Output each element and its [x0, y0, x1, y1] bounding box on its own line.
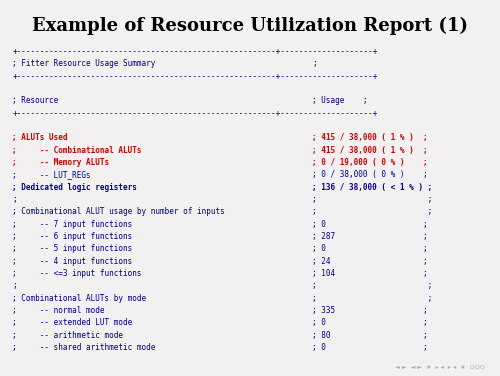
Text: +--------------------------------------------------------+--------------------+: +---------------------------------------…: [12, 47, 378, 56]
Text: ;     -- Memory ALUTs: ; -- Memory ALUTs: [12, 158, 110, 167]
Text: ; 80                    ;: ; 80 ;: [312, 331, 428, 340]
Text: ; 0                     ;: ; 0 ;: [312, 318, 428, 327]
Text: Example of Resource Utilization Report (1): Example of Resource Utilization Report (…: [32, 17, 468, 35]
Text: ; 0                     ;: ; 0 ;: [312, 343, 428, 352]
Text: +--------------------------------------------------------+--------------------+: +---------------------------------------…: [12, 109, 378, 118]
Text: ; 0 / 19,000 ( 0 % )    ;: ; 0 / 19,000 ( 0 % ) ;: [312, 158, 428, 167]
Text: ;                        ;: ; ;: [312, 195, 433, 204]
Text: ; Fitter Resource Usage Summary: ; Fitter Resource Usage Summary: [12, 59, 156, 68]
Text: ;: ;: [312, 59, 317, 68]
Text: +--------------------------------------------------------+--------------------+: +---------------------------------------…: [12, 72, 378, 81]
Text: ;     -- extended LUT mode: ; -- extended LUT mode: [12, 318, 133, 327]
Text: ;                        ;: ; ;: [312, 207, 433, 216]
Text: ; 24                    ;: ; 24 ;: [312, 257, 428, 266]
Text: ◄ ►  ◄ ►  ★  ▸ ◂  ▸ ◂  ★  QQQ: ◄ ► ◄ ► ★ ▸ ◂ ▸ ◂ ★ QQQ: [395, 364, 485, 369]
Text: ; 0                     ;: ; 0 ;: [312, 244, 428, 253]
Text: ;     -- Combinational ALUTs: ; -- Combinational ALUTs: [12, 146, 142, 155]
Text: ;     -- 5 input functions: ; -- 5 input functions: [12, 244, 133, 253]
Text: ;     -- LUT_REGs: ; -- LUT_REGs: [12, 170, 91, 179]
Text: ; ALUTs Used: ; ALUTs Used: [12, 133, 68, 143]
Text: ; Usage    ;: ; Usage ;: [312, 96, 368, 105]
Text: ;     -- normal mode: ; -- normal mode: [12, 306, 105, 315]
Text: ;     -- 4 input functions: ; -- 4 input functions: [12, 257, 133, 266]
Text: ; 104                   ;: ; 104 ;: [312, 269, 428, 278]
Text: ;     -- 7 input functions: ; -- 7 input functions: [12, 220, 133, 229]
Text: ;     -- <=3 input functions: ; -- <=3 input functions: [12, 269, 142, 278]
Text: ; Combinational ALUTs by mode: ; Combinational ALUTs by mode: [12, 294, 146, 303]
Text: ;                        ;: ; ;: [312, 281, 433, 290]
Text: ;     -- arithmetic mode: ; -- arithmetic mode: [12, 331, 124, 340]
Text: ; 136 / 38,000 ( < 1 % ) ;: ; 136 / 38,000 ( < 1 % ) ;: [312, 183, 433, 192]
Text: ; 0 / 38,000 ( 0 % )    ;: ; 0 / 38,000 ( 0 % ) ;: [312, 170, 428, 179]
Text: ; Dedicated logic registers: ; Dedicated logic registers: [12, 183, 138, 192]
Text: ; Resource: ; Resource: [12, 96, 59, 105]
Text: ;: ;: [12, 195, 17, 204]
Text: ;     -- 6 input functions: ; -- 6 input functions: [12, 232, 133, 241]
Text: ;: ;: [12, 281, 17, 290]
Text: ;                        ;: ; ;: [312, 294, 433, 303]
Text: ; 415 / 38,000 ( 1 % )  ;: ; 415 / 38,000 ( 1 % ) ;: [312, 146, 428, 155]
Text: ; 0                     ;: ; 0 ;: [312, 220, 428, 229]
Text: ;     -- shared arithmetic mode: ; -- shared arithmetic mode: [12, 343, 156, 352]
Text: ; 415 / 38,000 ( 1 % )  ;: ; 415 / 38,000 ( 1 % ) ;: [312, 133, 428, 143]
Text: ; Combinational ALUT usage by number of inputs: ; Combinational ALUT usage by number of …: [12, 207, 225, 216]
Text: ; 335                   ;: ; 335 ;: [312, 306, 428, 315]
Text: ; 287                   ;: ; 287 ;: [312, 232, 428, 241]
